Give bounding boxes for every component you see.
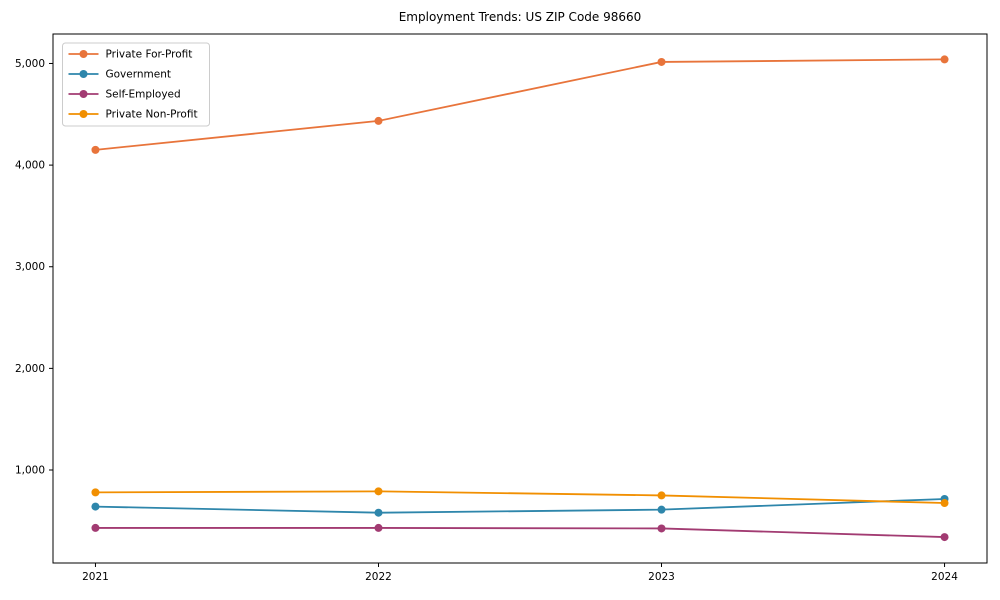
data-point-private-for-profit — [940, 55, 949, 64]
chart-title: Employment Trends: US ZIP Code 98660 — [398, 10, 642, 24]
legend-box — [62, 42, 210, 127]
legend-marker-icon — [79, 70, 88, 78]
legend-item-government: Government — [68, 69, 171, 81]
x-axis-tick-label: 2023 — [648, 571, 675, 583]
series-line-self-employed — [95, 527, 945, 538]
legend-label: Government — [106, 69, 171, 81]
legend-item-self-employed: Self-Employed — [68, 89, 181, 101]
y-axis-tick-label: 3,000 — [15, 261, 45, 273]
legend-item-private-non-profit: Private Non-Profit — [68, 109, 198, 121]
data-point-private-non-profit — [91, 488, 100, 497]
y-axis-tick-label: 4,000 — [15, 160, 45, 172]
data-point-government — [374, 508, 383, 517]
series-line-private-for-profit — [95, 58, 945, 151]
data-point-self-employed — [657, 524, 666, 533]
legend-marker-icon — [79, 50, 88, 58]
data-point-private-for-profit — [657, 57, 666, 66]
legend: Private For-Profit Government Self-Employe… — [62, 42, 210, 127]
legend-marker-icon — [79, 90, 88, 98]
legend-marker-icon — [79, 110, 88, 118]
legend-label: Self-Employed — [106, 89, 181, 101]
series-line-government — [95, 498, 945, 514]
data-point-self-employed — [940, 533, 949, 542]
y-axis-tick-label: 2,000 — [15, 363, 45, 375]
data-point-government — [657, 505, 666, 514]
data-point-private-for-profit — [91, 145, 100, 154]
data-point-self-employed — [374, 523, 383, 532]
data-point-self-employed — [91, 523, 100, 532]
x-axis-tick-label: 2024 — [931, 571, 958, 583]
data-point-private-non-profit — [657, 491, 666, 500]
x-axis-tick-label: 2022 — [365, 571, 392, 583]
y-axis-tick-label: 1,000 — [15, 465, 45, 477]
x-axis-tick-label: 2021 — [82, 571, 109, 583]
legend-label: Private Non-Profit — [106, 109, 198, 121]
data-point-private-non-profit — [940, 499, 949, 508]
legend-label: Private For-Profit — [106, 49, 193, 61]
data-point-private-for-profit — [374, 116, 383, 125]
data-point-private-non-profit — [374, 487, 383, 496]
legend-item-private-for-profit: Private For-Profit — [68, 49, 193, 61]
data-point-government — [91, 502, 100, 511]
y-axis-tick-label: 5,000 — [15, 58, 45, 70]
series-line-private-non-profit — [95, 490, 945, 504]
